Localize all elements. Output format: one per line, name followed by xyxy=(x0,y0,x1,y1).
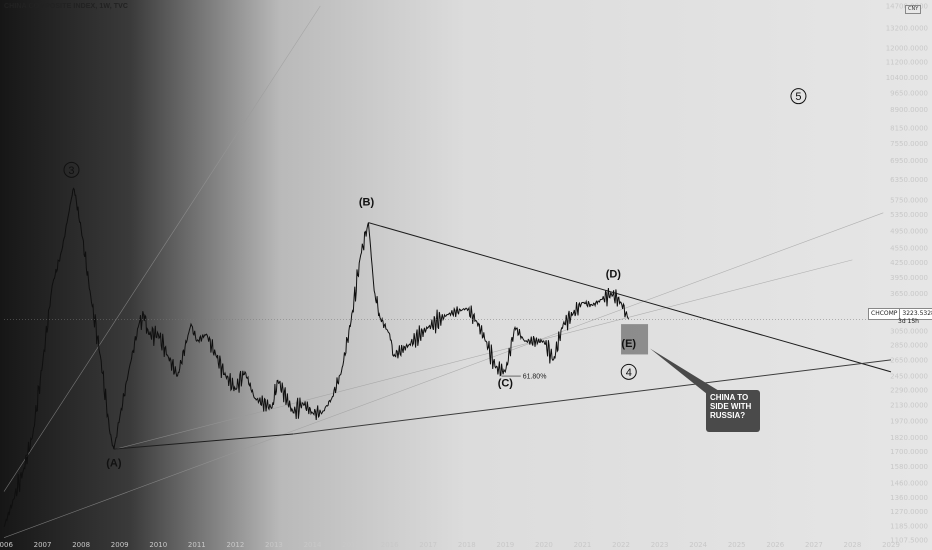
x-tick-label: 2021 xyxy=(574,541,592,549)
y-tick-label: 1360.0000 xyxy=(890,494,928,502)
y-tick-label: 1820.0000 xyxy=(890,434,928,442)
x-tick-label: 2006 xyxy=(0,541,13,549)
callout-line-3: RUSSIA? xyxy=(710,411,746,420)
callout-pointer xyxy=(649,348,724,398)
guide-line xyxy=(3,5,321,492)
x-tick-label: 2018 xyxy=(458,541,476,549)
wave-circle-w4 xyxy=(620,363,637,380)
x-tick-label: 2026 xyxy=(766,541,784,549)
last-price-tag: CHCOMP 3223.5328 xyxy=(868,308,932,320)
x-tick-label: 2012 xyxy=(226,541,244,549)
x-tick-label: 2010 xyxy=(149,541,167,549)
price-tag-symbol: CHCOMP xyxy=(868,308,901,320)
y-tick-label: 13200.0000 xyxy=(886,25,928,33)
upper-trendline xyxy=(368,222,892,373)
y-tick-label: 7550.0000 xyxy=(890,140,928,148)
y-tick-label: 3050.0000 xyxy=(890,327,928,335)
price-series xyxy=(3,187,891,528)
y-tick-label: 3650.0000 xyxy=(890,290,928,298)
y-tick-label: 6350.0000 xyxy=(890,176,928,184)
y-tick-label: 1970.0000 xyxy=(890,418,928,426)
projection-box xyxy=(621,324,649,355)
price-tag-value: 3223.5328 xyxy=(900,308,932,320)
callout-box: CHINA TO SIDE WITH RUSSIA? xyxy=(706,390,760,432)
y-tick-label: 4250.0000 xyxy=(890,259,928,267)
x-tick-label: 2017 xyxy=(419,541,437,549)
x-tick-label: 2024 xyxy=(689,541,707,549)
wave-label-a: (A) xyxy=(106,458,122,470)
x-tick-label: 2020 xyxy=(535,541,553,549)
y-tick-label: 3950.0000 xyxy=(890,274,928,282)
y-tick-label: 1185.0000 xyxy=(890,523,928,531)
y-tick-label: 1270.0000 xyxy=(890,508,928,516)
price-line xyxy=(3,187,630,528)
x-axis[interactable]: 2006 2007 2008 2009 2010 2011 2012 2013 2014 2015… xyxy=(0,541,900,549)
wave-circle-w5 xyxy=(790,88,807,105)
y-tick-label: 8900.0000 xyxy=(890,106,928,114)
y-tick-label: 12000.0000 xyxy=(886,44,928,52)
guide-line xyxy=(3,212,884,538)
x-tick-label: 2011 xyxy=(188,541,206,549)
wave-label-b: (B) xyxy=(359,196,375,208)
wave-label-e: (E) xyxy=(621,338,636,350)
chart-title: CHINA COMPOSITE INDEX, 1W, TVC xyxy=(4,3,129,10)
x-tick-label: 2014 xyxy=(304,541,322,549)
y-tick-label: 5750.0000 xyxy=(890,196,928,204)
x-tick-label: 2022 xyxy=(612,541,630,549)
wave-circle-w3 xyxy=(63,161,80,178)
x-tick-label: 2007 xyxy=(34,541,52,549)
y-tick-label: 1460.0000 xyxy=(890,479,928,487)
x-tick-label: 2016 xyxy=(381,541,399,549)
y-tick-label: 2450.0000 xyxy=(890,373,928,381)
fib-label: 61.80% xyxy=(523,374,547,381)
currency-badge[interactable]: CNY xyxy=(905,5,922,14)
lower-trendline xyxy=(293,359,892,435)
guide-line xyxy=(115,259,853,450)
y-tick-label: 4950.0000 xyxy=(890,227,928,235)
wave-label-w5: 5 xyxy=(795,91,801,103)
lower-trendline-segment xyxy=(113,433,294,450)
x-tick-label: 2008 xyxy=(72,541,90,549)
y-tick-label: 6950.0000 xyxy=(890,157,928,165)
y-tick-label: 2650.0000 xyxy=(890,356,928,364)
y-tick-label: 9650.0000 xyxy=(890,89,928,97)
x-tick-label: 2025 xyxy=(728,541,746,549)
grid xyxy=(3,5,884,538)
x-tick-label: 2023 xyxy=(651,541,669,549)
x-tick-label: 2027 xyxy=(805,541,823,549)
x-tick-label: 2019 xyxy=(496,541,514,549)
y-tick-label: 1700.0000 xyxy=(890,448,928,456)
y-tick-label: 1580.0000 xyxy=(890,463,928,471)
x-tick-label: 2013 xyxy=(265,541,283,549)
y-tick-label: 11200.0000 xyxy=(886,59,928,67)
x-tick-label: 2009 xyxy=(111,541,129,549)
wave-label-w3: 3 xyxy=(68,165,74,177)
wave-label-c: (C) xyxy=(498,377,514,389)
y-tick-label: 2850.0000 xyxy=(890,341,928,349)
y-tick-label: 10400.0000 xyxy=(886,74,928,82)
trendlines xyxy=(113,222,892,450)
x-tick-label: 2029 xyxy=(882,541,900,549)
y-tick-label: 2290.0000 xyxy=(890,386,928,394)
y-tick-label: 4550.0000 xyxy=(890,245,928,253)
bar-countdown: 3d 15h xyxy=(898,318,919,325)
callout-line-2: SIDE WITH xyxy=(710,402,752,411)
callout-line-1: CHINA TO xyxy=(710,393,749,402)
y-tick-label: 2130.0000 xyxy=(890,401,928,409)
x-tick-label: 2028 xyxy=(844,541,862,549)
y-tick-label: 8150.0000 xyxy=(890,124,928,132)
wave-label-w4: 4 xyxy=(626,367,632,379)
annotations: 61.80% (A) (B) (C) (D) (E) 3 4 5 xyxy=(63,88,807,470)
y-tick-label: 5350.0000 xyxy=(890,211,928,219)
y-tick-label: 1107.5000 xyxy=(890,537,928,545)
wave-label-d: (D) xyxy=(606,268,622,280)
x-tick-label: 2015 xyxy=(342,541,360,549)
